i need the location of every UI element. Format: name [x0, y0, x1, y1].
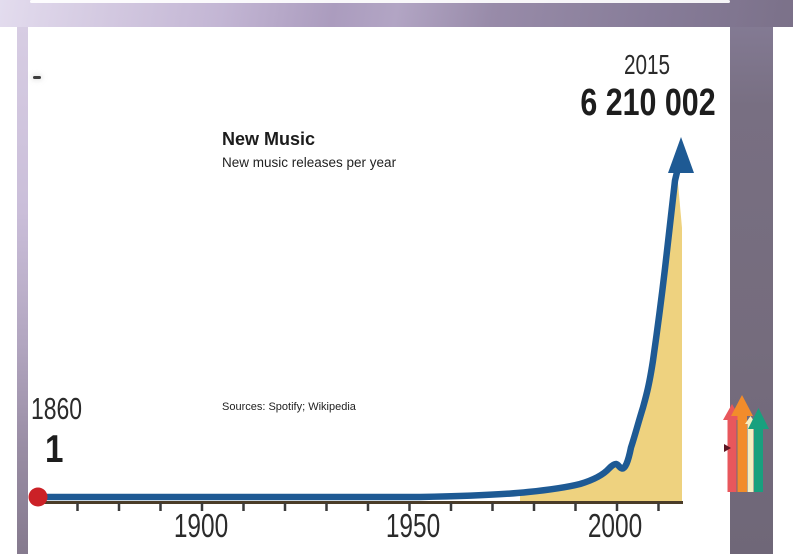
logo-maroon-wedge: [724, 444, 731, 452]
slide-frame-left: [17, 27, 28, 554]
x-axis-ticks: [76, 503, 660, 511]
end-point-year-label: 2015: [623, 49, 671, 80]
end-point-value-label: 6 210 002: [580, 82, 716, 124]
chart-title: New Music: [222, 129, 316, 149]
x-axis-label-1900: 1900: [173, 507, 229, 544]
start-point-value-label: 1: [45, 428, 64, 471]
chart-sources: Sources: Spotify; Wikipedia: [222, 401, 356, 413]
logo-orange-arrow-bar: [737, 414, 747, 492]
data-line-arrowhead: [668, 137, 694, 173]
growth-arrows-logo: [723, 395, 769, 492]
x-axis-label-1950: 1950: [385, 507, 441, 544]
start-point-year-label: 1860: [31, 391, 83, 426]
logo-green-arrow-bar: [754, 427, 763, 492]
x-axis-label-2000: 2000: [587, 507, 643, 544]
data-line: [38, 167, 682, 501]
logo-red-arrow-bar: [727, 418, 737, 492]
slide-frame-top: [0, 0, 793, 27]
start-point-dot: [28, 487, 48, 507]
chart-subtitle: New music releases per year: [222, 155, 397, 170]
logo-green-arrowhead: [748, 408, 769, 429]
cursor-dash-mark: [33, 76, 41, 79]
logo-cream-arrow-bar: [747, 422, 754, 492]
logo-orange-arrowhead: [731, 395, 753, 416]
slide-frame-top-highlight: [30, 0, 730, 3]
